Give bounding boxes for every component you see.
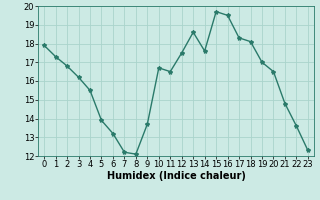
X-axis label: Humidex (Indice chaleur): Humidex (Indice chaleur) xyxy=(107,171,245,181)
